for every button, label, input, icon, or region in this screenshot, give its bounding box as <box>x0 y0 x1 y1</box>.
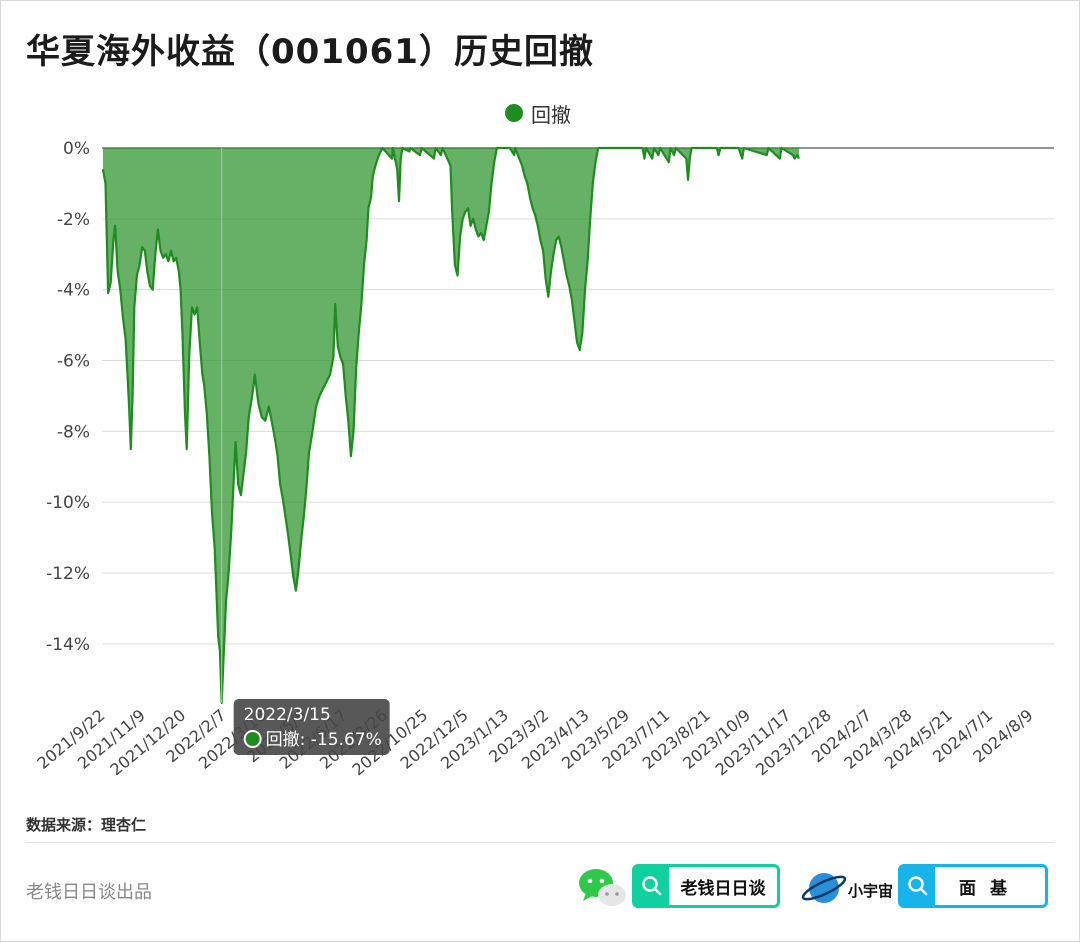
tooltip: 2022/3/15 回撤: -15.67% <box>221 148 390 755</box>
search-mianji-label: 面基 <box>959 878 1021 899</box>
legend[interactable]: 回撤 <box>505 100 571 127</box>
y-tick-label: -14% <box>46 635 90 655</box>
footer-divider <box>26 842 1054 843</box>
tooltip-box <box>233 699 390 755</box>
tooltip-dot-icon <box>243 730 262 748</box>
planet-icon <box>801 873 847 903</box>
search-icon <box>635 867 669 905</box>
chart-title: 华夏海外收益（001061）历史回撤 <box>26 32 594 72</box>
legend-label: 回撤 <box>531 102 571 127</box>
y-tick-label: -8% <box>57 422 90 442</box>
drawdown-chart[interactable]: 0% -2% -4% -6% -8% -10% -12% -14% 2021/9/222021… <box>0 0 1080 810</box>
y-tick-label: 0% <box>63 139 90 159</box>
drawdown-area <box>102 148 799 703</box>
series-layer <box>101 146 800 705</box>
y-tick-label: -6% <box>57 352 90 372</box>
search-mianji-button[interactable]: 面基 <box>898 864 1048 908</box>
planet-label: 小宇宙 <box>848 882 894 900</box>
y-tick-label: -12% <box>46 564 90 584</box>
x-axis: 2021/9/222021/11/92021/12/202022/2/72022… <box>34 706 1037 780</box>
data-source: 数据来源：理杏仁 <box>26 816 147 834</box>
search-icon <box>901 867 935 905</box>
search-laoqian-button[interactable]: 老钱日日谈 <box>632 864 780 908</box>
search-laoqian-label: 老钱日日谈 <box>680 878 766 899</box>
legend-dot-icon <box>505 104 523 122</box>
tooltip-value: 回撤: -15.67% <box>266 730 382 750</box>
wechat-icon <box>579 869 626 906</box>
producer-credit: 老钱日日谈出品 <box>26 882 152 903</box>
y-tick-label: -10% <box>46 493 90 513</box>
y-axis: 0% -2% -4% -6% -8% -10% -12% -14% <box>46 139 90 655</box>
tooltip-date: 2022/3/15 <box>244 705 331 725</box>
y-tick-label: -4% <box>57 281 90 301</box>
drawdown-line <box>101 146 800 705</box>
y-tick-label: -2% <box>57 210 90 230</box>
